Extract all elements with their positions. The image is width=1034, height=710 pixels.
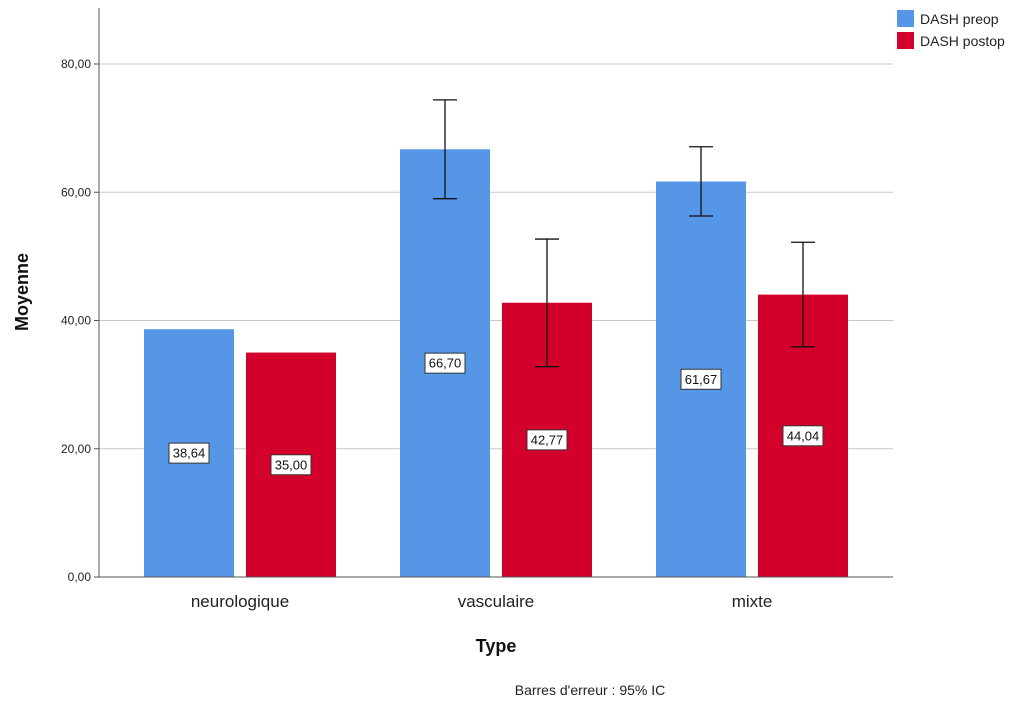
legend-label: DASH postop <box>920 33 1005 49</box>
value-label: 66,70 <box>429 356 462 371</box>
y-tick-label: 0,00 <box>68 570 92 584</box>
error-bars <box>433 99 815 368</box>
value-label: 42,77 <box>531 432 564 447</box>
value-label-box <box>168 442 210 464</box>
axes: 0,00 20,00 40,00 60,00 80,00 neurologique vasc… <box>61 8 893 611</box>
value-label: 35,00 <box>275 457 308 472</box>
x-category-label: vasculaire <box>458 592 535 611</box>
y-tick-label: 20,00 <box>61 442 91 456</box>
x-category-label: neurologique <box>191 592 289 611</box>
value-labels: 38,64 66,70 61,67 35,00 42,77 44,04 <box>168 352 824 476</box>
value-label-box <box>270 454 312 476</box>
value-label-box <box>424 352 466 374</box>
y-axis-title: Moyenne <box>12 253 32 331</box>
legend-label: DASH preop <box>920 11 999 27</box>
legend-swatch <box>897 10 914 27</box>
value-label-box <box>782 425 824 447</box>
bars <box>144 149 848 577</box>
value-label-box <box>680 368 722 390</box>
y-tick-label: 60,00 <box>61 185 91 199</box>
value-label-box <box>526 429 568 451</box>
x-category-label: mixte <box>732 592 773 611</box>
value-label: 44,04 <box>787 428 820 443</box>
error-bar-footnote: Barres d'erreur : 95% IC <box>515 682 666 698</box>
y-tick-label: 40,00 <box>61 314 91 328</box>
x-axis-title: Type <box>476 636 517 656</box>
legend: DASH preop DASH postop <box>897 10 1005 49</box>
value-label: 61,67 <box>685 372 718 387</box>
value-label: 38,64 <box>173 446 206 461</box>
y-tick-label: 80,00 <box>61 57 91 71</box>
legend-swatch <box>897 32 914 49</box>
